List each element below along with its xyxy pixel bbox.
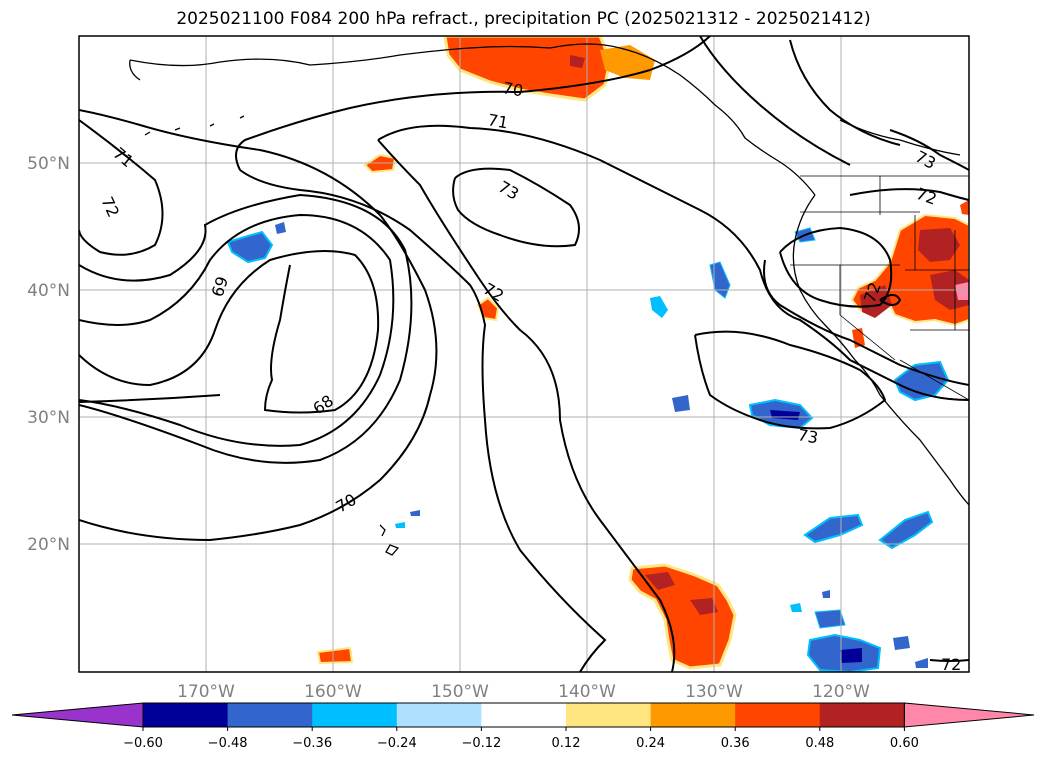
graticule bbox=[79, 36, 969, 672]
colorbar-tick-label: −0.48 bbox=[208, 736, 248, 751]
colorbar-tick-label: −0.12 bbox=[461, 736, 501, 751]
lon-axis-labels: 170°W 160°W 150°W 140°W 130°W 120°W bbox=[177, 682, 870, 702]
colorbar-extend-high bbox=[903, 702, 1035, 728]
lat-label: 20°N bbox=[27, 535, 70, 555]
colorbar-extend-low bbox=[11, 702, 144, 728]
contour-lines bbox=[79, 36, 969, 672]
lon-label: 170°W bbox=[177, 682, 235, 702]
colorbar-tick-label: −0.24 bbox=[377, 736, 417, 751]
map-title: 2025021100 F084 200 hPa refract., precip… bbox=[176, 9, 871, 29]
colorbar-swatch bbox=[650, 703, 736, 727]
colorbar-swatch bbox=[143, 703, 229, 727]
map-panel bbox=[79, 36, 969, 672]
colorbar-tick-label: 0.36 bbox=[721, 736, 750, 751]
colorbar: −0.60 −0.48 −0.36 −0.24 −0.12 0.12 0.24 0.36 0.4… bbox=[11, 702, 1035, 751]
contour-label: 71 bbox=[486, 110, 509, 132]
contour-label: 73 bbox=[796, 425, 819, 447]
colorbar-swatch bbox=[481, 703, 567, 727]
lat-label: 40°N bbox=[27, 281, 70, 301]
colorbar-swatch bbox=[819, 703, 905, 727]
state-borders bbox=[790, 175, 969, 401]
map-frame bbox=[78, 35, 970, 673]
colorbar-frame bbox=[142, 702, 905, 728]
colorbar-swatch bbox=[227, 703, 313, 727]
lat-axis-labels: 50°N 40°N 30°N 20°N bbox=[27, 154, 70, 555]
lon-label: 160°W bbox=[304, 682, 362, 702]
colorbar-swatch bbox=[312, 703, 398, 727]
colorbar-tick-label: 0.60 bbox=[890, 736, 919, 751]
colorbar-swatch bbox=[396, 703, 482, 727]
lat-label: 30°N bbox=[27, 408, 70, 428]
colorbar-tick-label: 0.48 bbox=[805, 736, 834, 751]
colorbar-swatch bbox=[566, 703, 652, 727]
lon-label: 120°W bbox=[812, 682, 870, 702]
colorbar-tick-label: 0.24 bbox=[636, 736, 665, 751]
contour-label: 72 bbox=[941, 655, 961, 674]
colorbar-swatch bbox=[735, 703, 821, 727]
lon-label: 130°W bbox=[685, 682, 743, 702]
colorbar-tick-label: −0.60 bbox=[123, 736, 163, 751]
colorbar-tick-label: −0.36 bbox=[292, 736, 332, 751]
colorbar-tick-label: 0.12 bbox=[552, 736, 581, 751]
contour-label: 70 bbox=[501, 78, 524, 100]
lon-label: 150°W bbox=[431, 682, 489, 702]
lat-label: 50°N bbox=[27, 154, 70, 174]
lon-label: 140°W bbox=[558, 682, 616, 702]
